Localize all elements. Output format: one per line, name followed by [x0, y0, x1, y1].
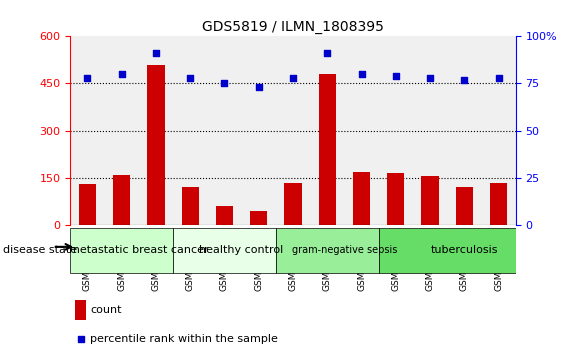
Point — [220, 81, 229, 86]
Bar — [413, 36, 447, 225]
Point — [288, 75, 298, 81]
Text: healthy control: healthy control — [199, 245, 284, 256]
Point — [117, 71, 127, 77]
FancyBboxPatch shape — [276, 228, 379, 273]
Title: GDS5819 / ILMN_1808395: GDS5819 / ILMN_1808395 — [202, 20, 384, 34]
Point — [322, 50, 332, 56]
Point — [357, 71, 366, 77]
Text: percentile rank within the sample: percentile rank within the sample — [90, 334, 278, 344]
Bar — [379, 36, 413, 225]
Bar — [79, 184, 96, 225]
Bar — [139, 36, 173, 225]
Bar — [456, 187, 473, 225]
Point — [381, 172, 391, 178]
Point — [425, 75, 435, 81]
Bar — [207, 36, 241, 225]
Bar — [490, 183, 507, 225]
FancyBboxPatch shape — [70, 228, 173, 273]
Bar — [70, 36, 104, 225]
Text: tuberculosis: tuberculosis — [431, 245, 498, 256]
Bar — [216, 206, 233, 225]
Point — [391, 73, 400, 79]
Text: count: count — [90, 305, 122, 315]
Bar — [182, 187, 199, 225]
Bar — [319, 74, 336, 225]
Point — [83, 75, 92, 81]
Point — [254, 84, 264, 90]
Bar — [241, 36, 276, 225]
Point — [494, 75, 503, 81]
Point — [186, 75, 195, 81]
Text: disease state: disease state — [3, 245, 77, 256]
Bar — [250, 211, 267, 225]
Bar — [113, 175, 130, 225]
Text: metastatic breast cancer: metastatic breast cancer — [69, 245, 209, 256]
Bar — [75, 300, 86, 320]
Text: gram-negative sepsis: gram-negative sepsis — [292, 245, 397, 256]
Bar — [173, 36, 207, 225]
Point — [459, 77, 469, 83]
Bar — [276, 36, 310, 225]
Bar — [387, 173, 404, 225]
Bar — [447, 36, 482, 225]
Bar — [345, 36, 379, 225]
Point — [151, 50, 161, 56]
Bar — [104, 36, 139, 225]
FancyBboxPatch shape — [379, 228, 516, 273]
Bar — [482, 36, 516, 225]
Bar — [284, 183, 302, 225]
Bar — [353, 172, 370, 225]
Bar — [421, 176, 438, 225]
Bar — [148, 65, 165, 225]
FancyBboxPatch shape — [173, 228, 276, 273]
Bar — [310, 36, 345, 225]
